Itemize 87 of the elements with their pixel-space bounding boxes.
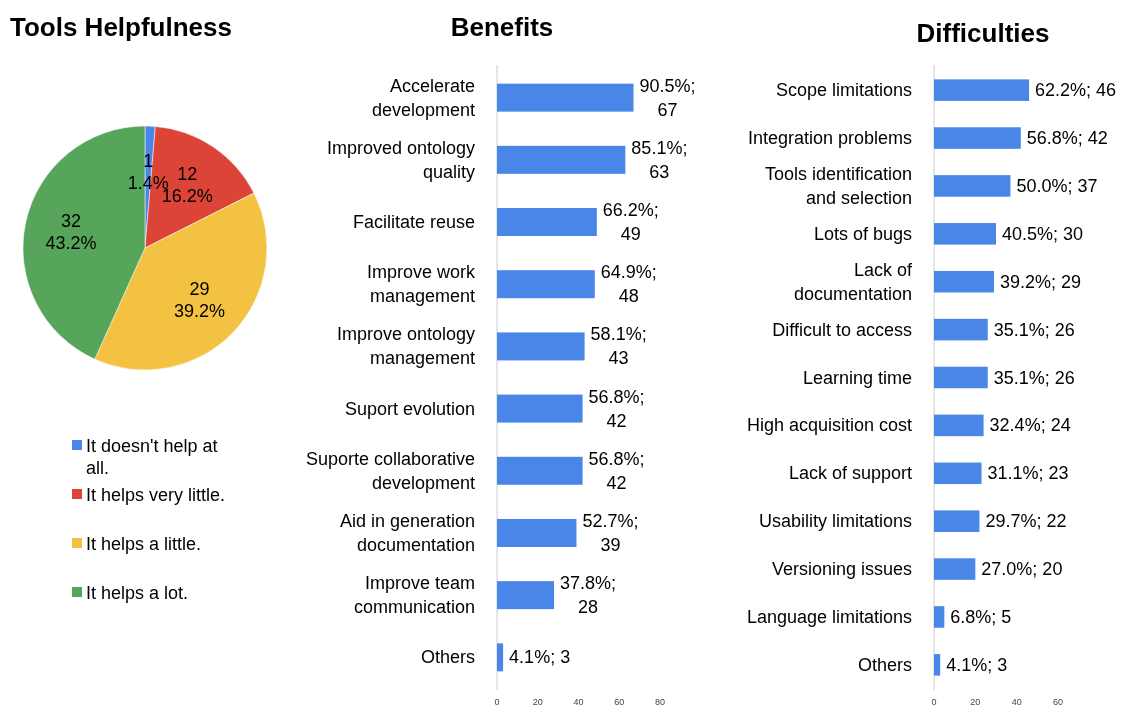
data-label: 40.5%; 30 xyxy=(1002,223,1084,244)
chart-title: Benefits xyxy=(450,12,554,42)
bar xyxy=(934,223,996,245)
bar xyxy=(934,127,1021,149)
data-label: 4.1%; 3 xyxy=(509,647,571,668)
y-tick-label: Improve ontology management xyxy=(336,324,475,369)
y-tick-label: Suport evolution xyxy=(344,398,475,419)
bar xyxy=(497,518,577,547)
data-label: 66.2%; 49 xyxy=(602,200,659,245)
x-tick-label: 40 xyxy=(573,697,584,707)
data-label: 64.9%; 48 xyxy=(600,262,657,307)
bar xyxy=(497,643,504,672)
y-tick-label: Others xyxy=(420,647,475,668)
data-label: 29.7%; 22 xyxy=(985,511,1067,532)
y-tick-label: Facilitate reuse xyxy=(352,212,475,233)
legend-label: It helps a little. xyxy=(86,534,202,554)
y-tick-label: Tools identification and selection xyxy=(764,163,912,208)
legend-label: It helps a lot. xyxy=(86,583,189,603)
legend-label: It helps very little. xyxy=(86,485,226,505)
y-tick-label: Improve work management xyxy=(366,262,476,307)
x-tick-label: 0 xyxy=(931,697,937,707)
data-label: 56.8%; 42 xyxy=(1026,128,1108,149)
y-tick-label: Lack of documentation xyxy=(793,259,913,304)
x-tick-label: 0 xyxy=(494,697,500,707)
y-tick-label: Integration problems xyxy=(747,128,912,149)
data-label: 85.1%; 63 xyxy=(631,137,688,182)
y-tick-label: Others xyxy=(857,654,912,675)
y-tick-label: Scope limitations xyxy=(775,80,912,101)
bar xyxy=(497,208,597,237)
data-label: 39.2%; 29 xyxy=(999,271,1081,292)
bar xyxy=(497,394,583,423)
data-label: 35.1%; 26 xyxy=(993,367,1075,388)
bar xyxy=(497,456,583,485)
y-tick-label: Accelerate development xyxy=(371,75,475,120)
data-label: 58.1%; 43 xyxy=(590,324,647,369)
chart-title: Difficulties xyxy=(916,18,1050,48)
bar xyxy=(934,318,988,341)
bar xyxy=(934,510,980,532)
bar xyxy=(497,332,585,361)
bar xyxy=(934,558,976,580)
bar xyxy=(934,462,982,485)
x-tick-label: 60 xyxy=(614,697,625,707)
y-tick-label: Lack of support xyxy=(788,463,912,484)
data-label: 56.8%; 42 xyxy=(588,448,645,493)
data-label: 31.1%; 23 xyxy=(987,463,1069,484)
data-label: 32.4%; 24 xyxy=(989,415,1071,436)
data-label: 50.0%; 37 xyxy=(1016,175,1098,196)
y-tick-label: Difficult to access xyxy=(772,319,912,340)
bar xyxy=(934,654,941,676)
bar xyxy=(934,175,1011,197)
data-label: 6.8%; 5 xyxy=(950,606,1012,627)
chart-title: Tools Helpfulness xyxy=(10,12,232,42)
bar xyxy=(934,270,994,293)
legend-label: It doesn't help at all. xyxy=(86,436,218,478)
x-tick-label: 20 xyxy=(970,697,981,707)
y-tick-label: Learning time xyxy=(802,367,912,388)
y-tick-label: Versioning issues xyxy=(771,559,912,580)
y-tick-label: Suporte collaborative development xyxy=(305,448,475,493)
bar xyxy=(934,366,988,389)
y-tick-label: Improve team communication xyxy=(353,573,475,618)
data-label: 56.8%; 42 xyxy=(588,386,645,431)
y-tick-label: Aid in generation documentation xyxy=(339,510,475,555)
bar xyxy=(497,83,634,112)
data-label: 35.1%; 26 xyxy=(993,319,1075,340)
bar xyxy=(497,581,555,610)
data-label: 4.1%; 3 xyxy=(946,654,1008,675)
data-label: 62.2%; 46 xyxy=(1035,80,1117,101)
bar xyxy=(497,270,595,299)
y-tick-label: Lots of bugs xyxy=(813,223,912,244)
x-tick-label: 60 xyxy=(1052,697,1064,707)
bar xyxy=(934,414,984,437)
data-label: 37.8%; 28 xyxy=(560,573,617,618)
y-tick-label: Usability limitations xyxy=(758,511,912,532)
y-tick-label: Improved ontology quality xyxy=(326,137,475,182)
x-tick-label: 20 xyxy=(532,697,543,707)
x-tick-label: 80 xyxy=(654,697,666,707)
bar xyxy=(934,79,1030,101)
y-tick-label: Language limitations xyxy=(746,606,912,627)
x-tick-label: 40 xyxy=(1011,697,1022,707)
data-label: 90.5%; 67 xyxy=(639,75,696,120)
data-label: 27.0%; 20 xyxy=(981,559,1063,580)
data-label: 52.7%; 39 xyxy=(582,510,639,555)
bar xyxy=(497,145,626,174)
data-label: 32 43.2% xyxy=(45,211,97,254)
bar xyxy=(934,606,945,628)
y-tick-label: High acquisition cost xyxy=(746,415,912,436)
data-label: 29 39.2% xyxy=(174,279,226,322)
